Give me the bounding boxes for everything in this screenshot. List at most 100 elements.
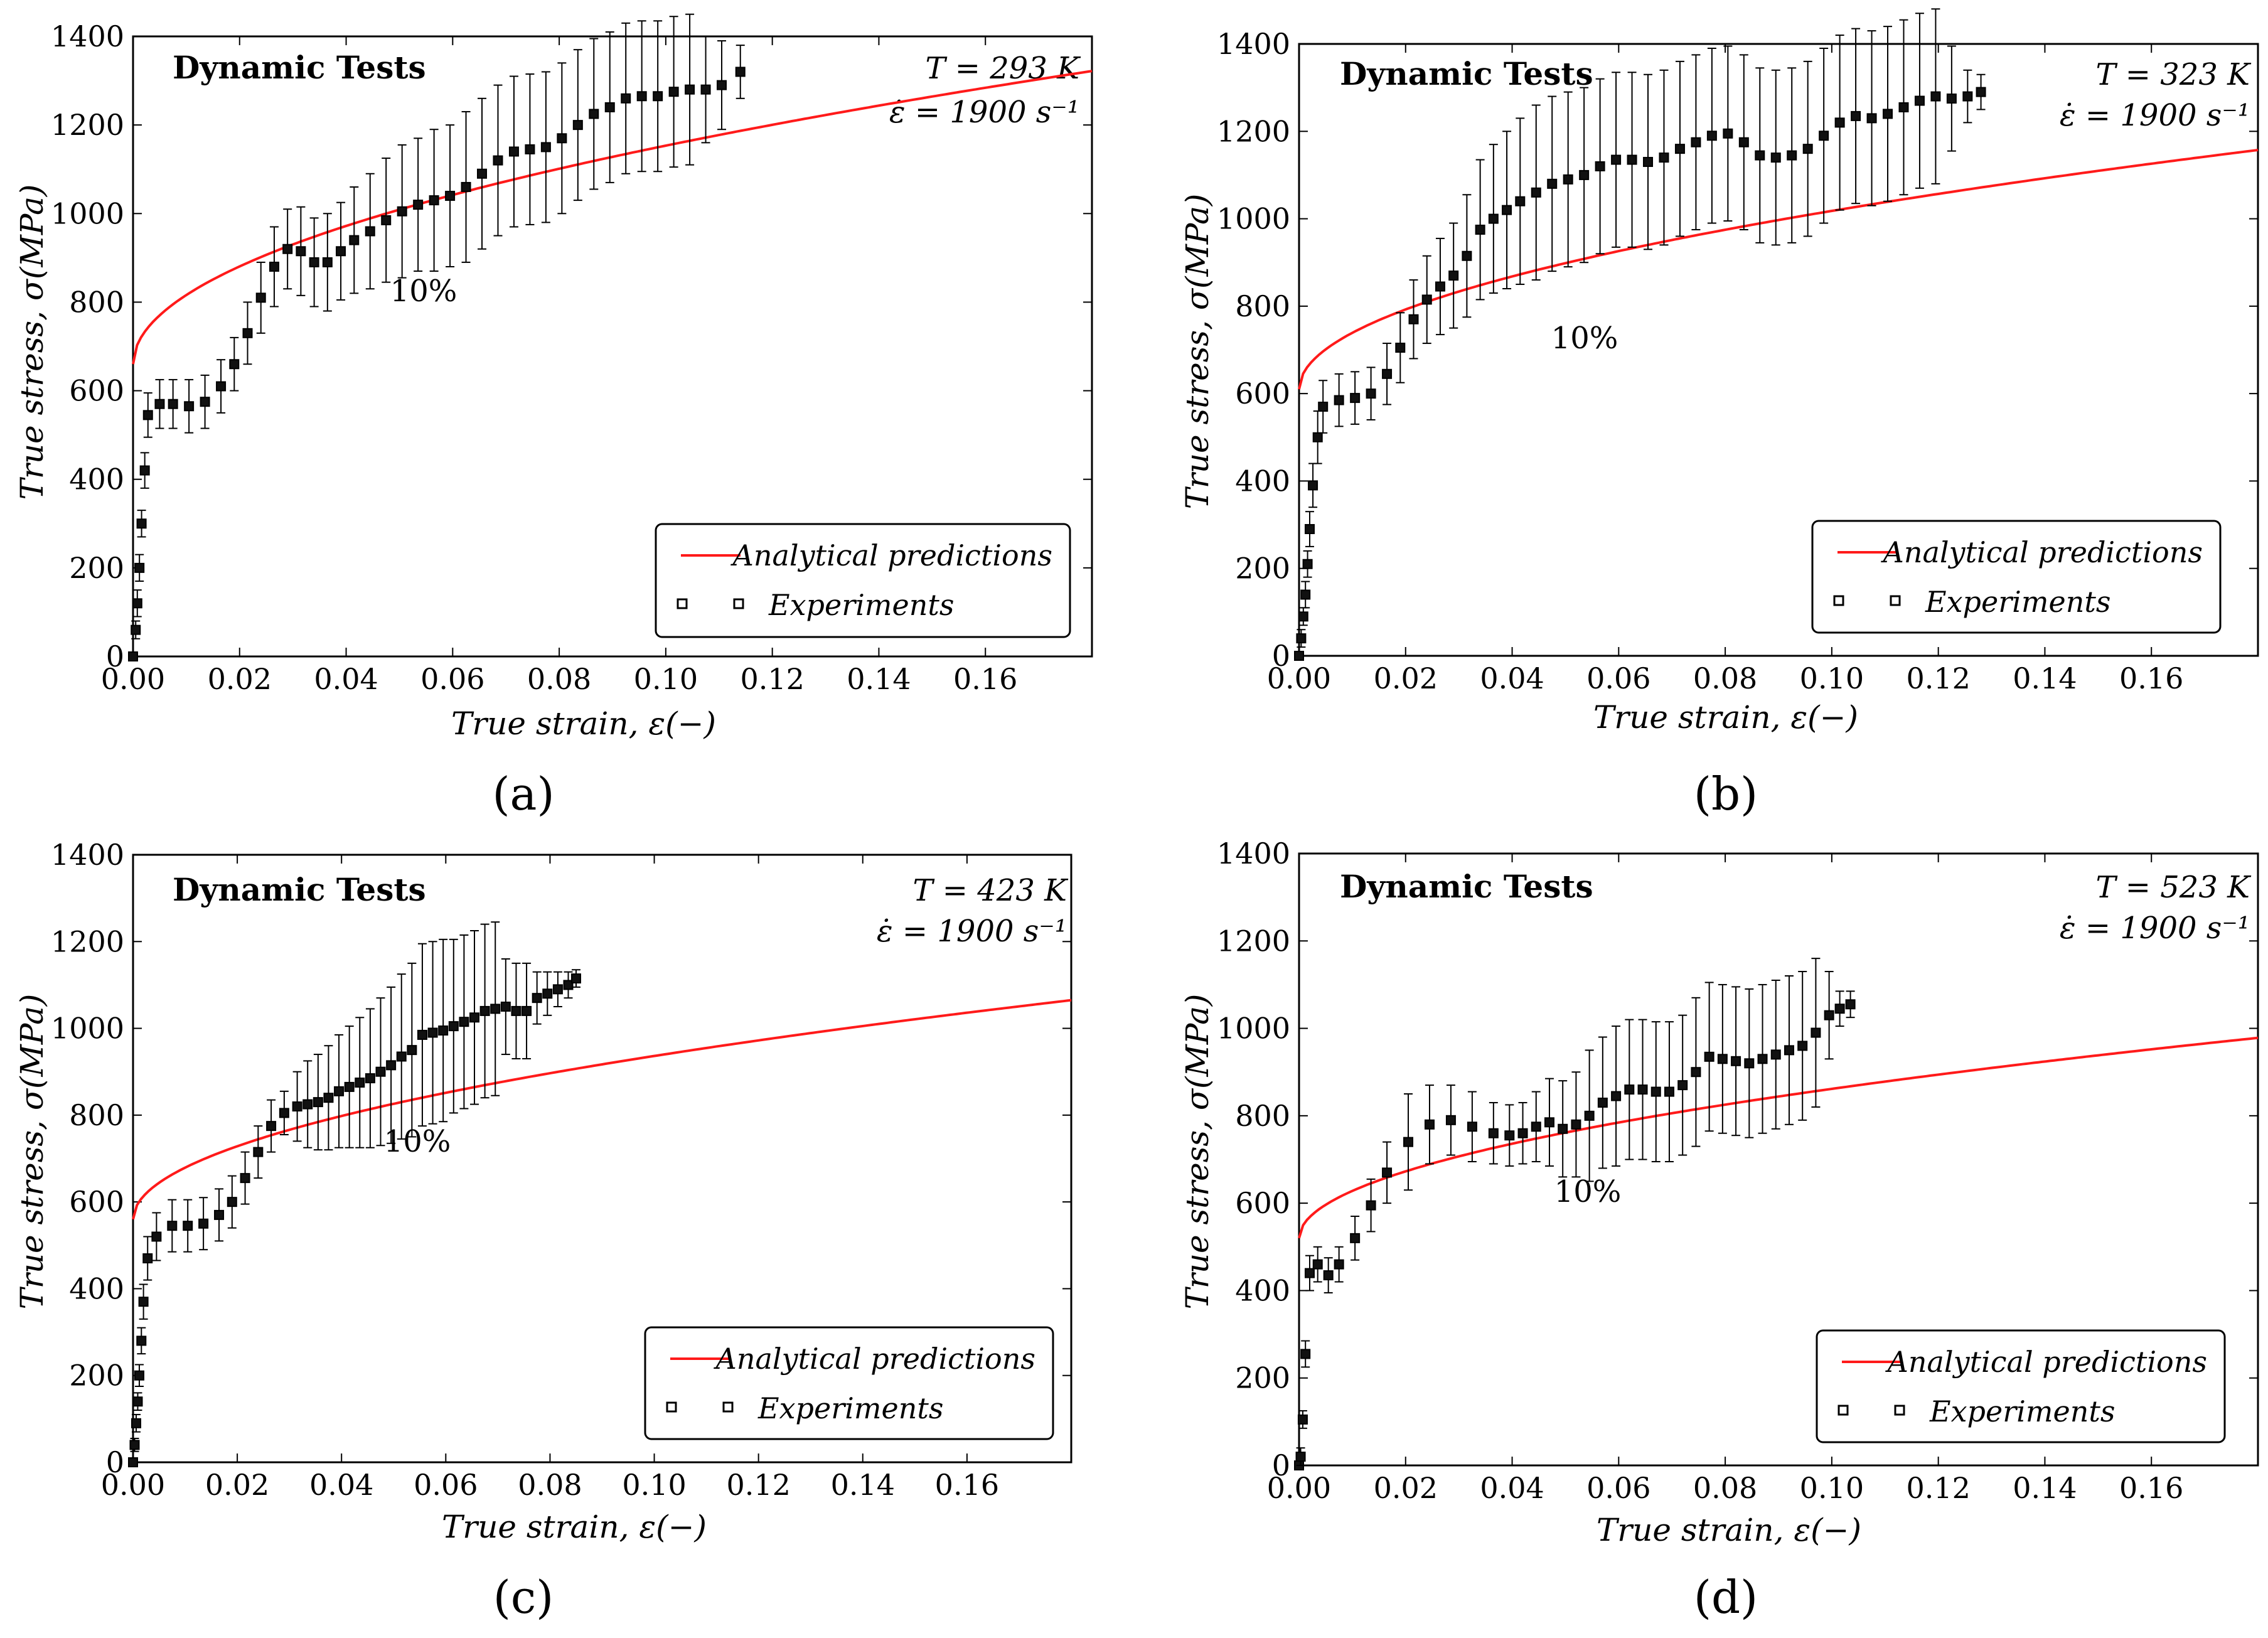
experiment-point [563, 980, 574, 990]
experiment-point [1627, 154, 1637, 165]
y-tick-label: 1000 [1217, 1012, 1290, 1046]
x-tick-label: 0.00 [1267, 661, 1331, 695]
experiment-point [131, 1418, 141, 1428]
experiment-point [1704, 1051, 1714, 1062]
experiment-point [1706, 131, 1717, 141]
panel-caption: (a) [492, 768, 554, 820]
legend-box [644, 1326, 1054, 1440]
experiment-point [1296, 633, 1307, 644]
experiment-point [334, 1086, 345, 1096]
y-tick-label: 1400 [51, 19, 124, 53]
experiment-point [1866, 113, 1877, 124]
experiment-point [427, 1027, 438, 1038]
x-tick-label: 0.14 [831, 1468, 895, 1502]
experiment-point [1504, 1130, 1515, 1141]
experiment-point [253, 1147, 264, 1157]
panel-title: Dynamic Tests [1340, 868, 1593, 905]
experiment-point [1488, 213, 1499, 224]
y-axis-label: True stress, σ(MPa) [14, 185, 50, 500]
legend-marker-swatch [1837, 1405, 1849, 1416]
experiment-point [1731, 1056, 1741, 1066]
panel-caption: (c) [493, 1571, 554, 1624]
x-tick-label: 0.00 [1267, 1471, 1331, 1505]
experiment-point [386, 1060, 397, 1071]
legend-item-experiments: Experiments [1925, 585, 2110, 619]
experiment-point [134, 562, 145, 573]
experiment-point [1637, 1084, 1648, 1095]
annotation-label: 10% [1554, 1174, 1622, 1209]
experiment-point [266, 1121, 277, 1132]
legend-box [1816, 1329, 2226, 1443]
experiment-point [1851, 110, 1861, 121]
experiment-point [1312, 1259, 1323, 1270]
temperature-label: T = 523 K [2096, 870, 2252, 905]
experiment-point [438, 1025, 449, 1036]
experiment-point [1448, 270, 1459, 281]
x-tick-label: 0.16 [2119, 661, 2183, 695]
experiment-point [1674, 144, 1685, 154]
x-tick-label: 0.02 [1374, 661, 1438, 695]
experiment-point [1312, 432, 1323, 442]
x-tick-label: 0.06 [1586, 661, 1650, 695]
experiment-point [448, 1021, 459, 1032]
experiment-point [1445, 1115, 1456, 1125]
experiment-point [349, 235, 360, 245]
legend-item-predictions: Analytical predictions [1885, 1345, 2207, 1379]
y-tick-label: 1200 [1217, 114, 1290, 148]
y-axis-label: True stress, σ(MPa) [1179, 194, 1216, 510]
experiment-point [1366, 1200, 1376, 1211]
experiment-point [216, 381, 227, 392]
experiment-point [214, 1209, 225, 1220]
experiment-point [461, 181, 471, 192]
experiment-point [255, 292, 266, 303]
experiment-point [532, 993, 542, 1004]
experiment-point [128, 1457, 138, 1467]
experiment-point [132, 598, 142, 609]
experiment-point [479, 1005, 490, 1016]
experiment-point [1297, 1414, 1308, 1425]
experiment-point [132, 1396, 143, 1407]
x-tick-label: 0.04 [1480, 661, 1544, 695]
y-tick-label: 400 [1235, 1273, 1290, 1307]
experiment-point [336, 246, 346, 257]
experiment-point [167, 1221, 178, 1231]
plot-area-frame [1298, 43, 2259, 657]
experiment-point [1787, 150, 1797, 161]
experiment-point [1624, 1084, 1635, 1095]
legend-item-predictions: Analytical predictions [1881, 535, 2203, 569]
plot-area-frame [132, 35, 1093, 658]
y-tick-label: 1000 [51, 1012, 124, 1046]
experiment-point [1304, 524, 1315, 535]
experiment-point [685, 84, 695, 95]
legend-item-experiments: Experiments [768, 588, 954, 622]
experiment-point [279, 1108, 289, 1118]
experiment-point [1421, 294, 1432, 305]
annotation-label: 10% [390, 274, 457, 309]
experiment-point [142, 1253, 153, 1264]
y-tick-label: 600 [1235, 1186, 1290, 1220]
experiment-point [1802, 144, 1813, 154]
experiment-point [136, 518, 147, 529]
experiment-point [445, 191, 456, 201]
experiment-point [1579, 169, 1590, 180]
experiment-point [525, 144, 535, 154]
experiment-point [717, 80, 727, 90]
experiment-point [636, 91, 647, 102]
experiment-point [1488, 1128, 1499, 1138]
experiment-point [417, 1029, 427, 1040]
experiment-point [493, 155, 503, 166]
experiment-point [128, 651, 138, 661]
experiment-point [198, 1218, 209, 1229]
panel-d: Dynamic Tests T = 523 K ε̇ = 1900 s⁻¹ Tr… [1179, 837, 2259, 1624]
experiment-point [653, 91, 663, 102]
experiment-point [227, 1197, 237, 1207]
experiment-point [1531, 187, 1541, 198]
x-tick-label: 0.02 [205, 1468, 269, 1502]
experiment-point [1717, 1054, 1728, 1064]
experiment-point [322, 257, 333, 267]
experiment-point [1308, 480, 1319, 491]
experiment-point [168, 399, 178, 409]
legend-marker-swatch [1833, 595, 1844, 606]
experiment-point [413, 200, 424, 210]
y-tick-label: 200 [69, 551, 124, 585]
